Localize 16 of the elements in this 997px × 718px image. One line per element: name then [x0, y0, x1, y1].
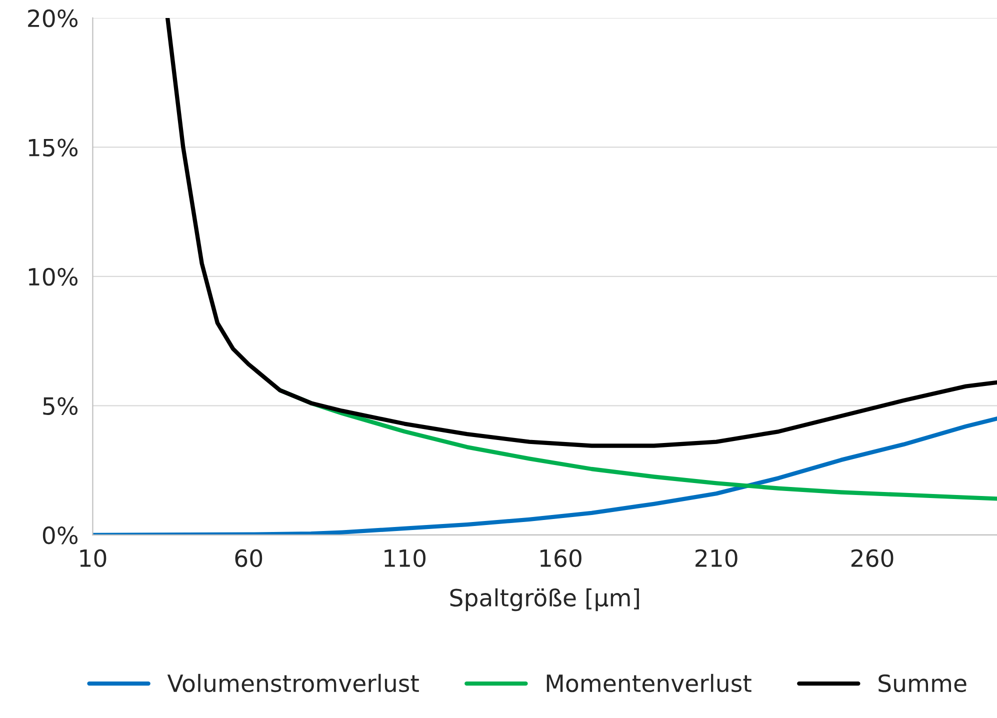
x-tick-label: 10	[80, 549, 106, 568]
legend-label: Momentenverlust	[546, 674, 752, 692]
y-tick-label: 15%	[28, 138, 78, 156]
line-series	[165, 18, 997, 448]
legend-label: Volumenstromverlust	[167, 674, 419, 692]
x-tick-label: 210	[696, 549, 738, 568]
legend-label: Summe	[878, 674, 966, 692]
y-tick-label: 0%	[42, 526, 78, 544]
y-tick-label: 10%	[28, 268, 78, 286]
y-tick-label: 5%	[43, 397, 78, 415]
x-tick-label: 110	[384, 549, 426, 568]
x-axis-title: Spaltgröße [µm]	[450, 588, 639, 612]
x-tick-label: 60	[235, 549, 262, 568]
x-tick-label: 260	[851, 549, 894, 568]
x-tick-label: 160	[540, 549, 582, 568]
y-tick-label: 20%	[28, 9, 78, 28]
